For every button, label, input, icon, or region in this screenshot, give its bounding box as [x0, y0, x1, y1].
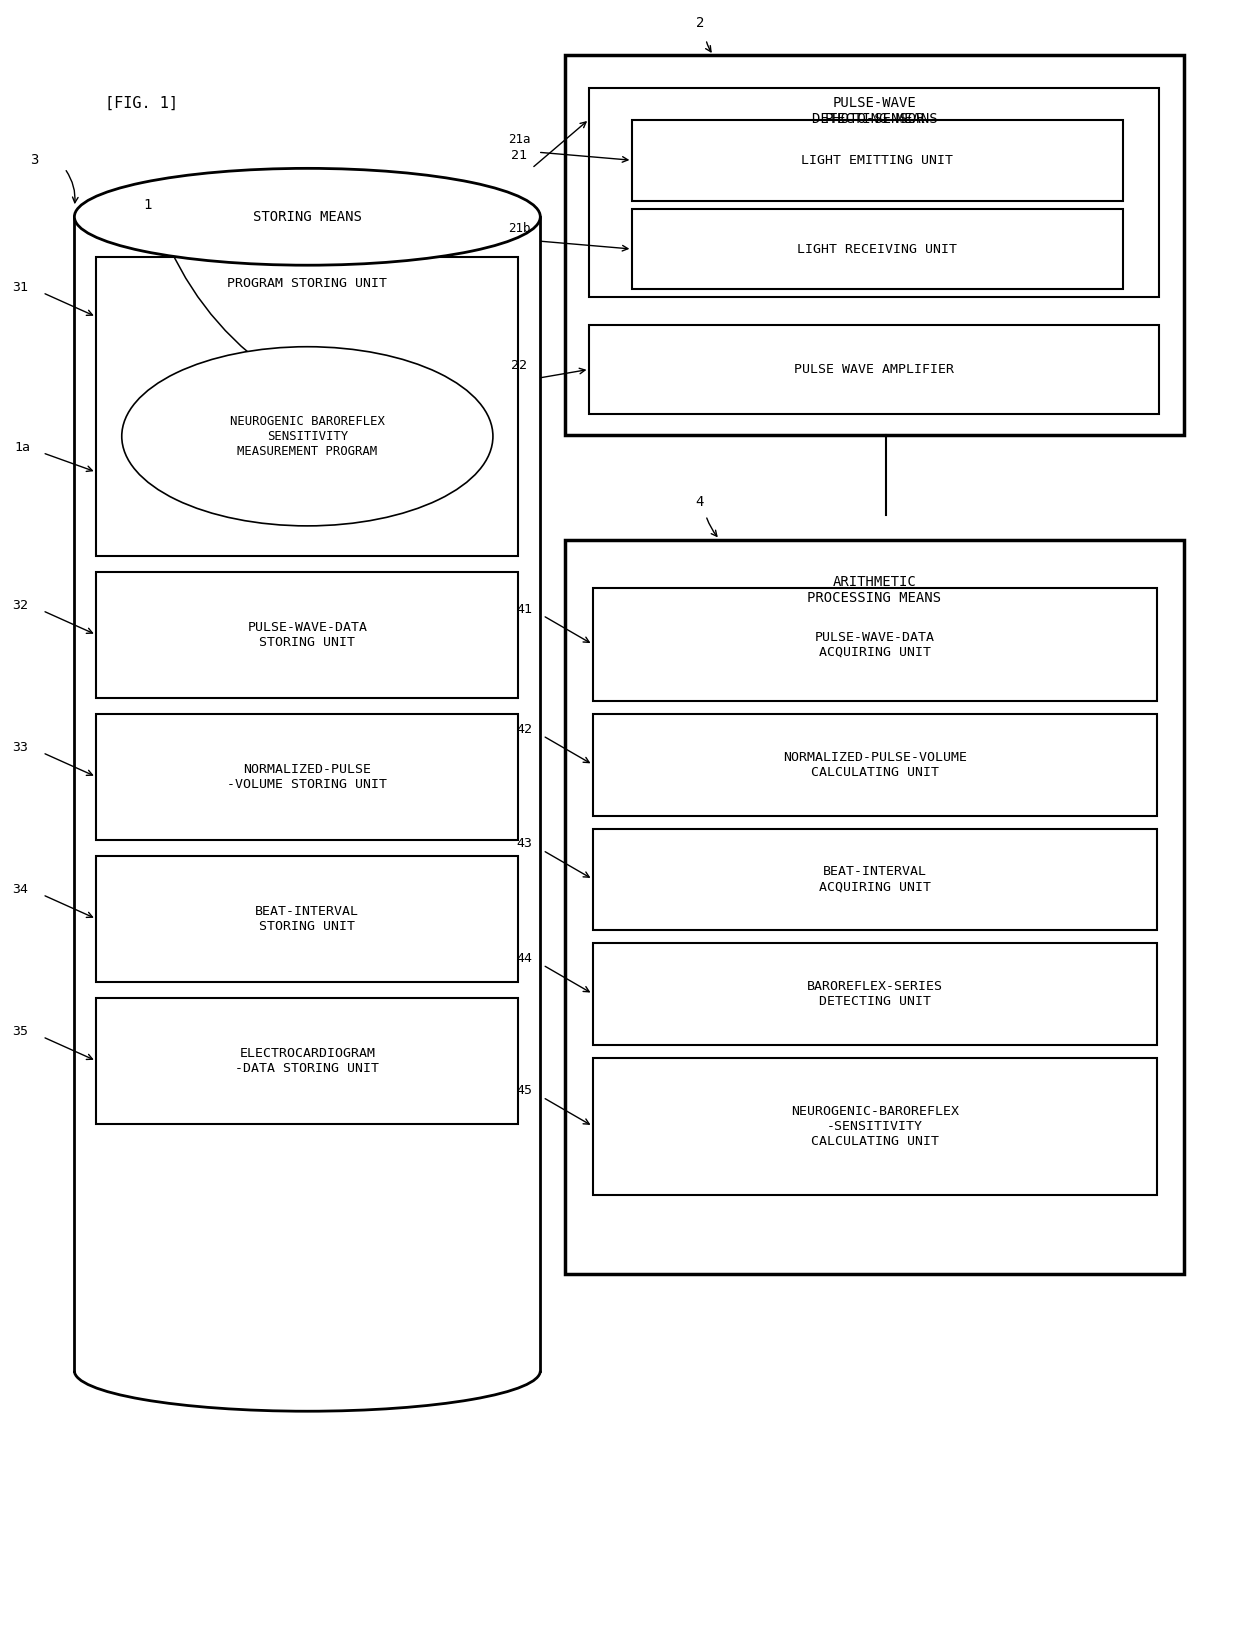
FancyBboxPatch shape — [565, 55, 1184, 435]
Text: 21a: 21a — [508, 133, 531, 147]
Text: ARITHMETIC
PROCESSING MEANS: ARITHMETIC PROCESSING MEANS — [807, 575, 941, 606]
Text: STORING MEANS: STORING MEANS — [253, 210, 362, 223]
FancyBboxPatch shape — [632, 208, 1122, 290]
Text: NORMALIZED-PULSE-VOLUME
CALCULATING UNIT: NORMALIZED-PULSE-VOLUME CALCULATING UNIT — [782, 751, 967, 778]
Text: 43: 43 — [516, 837, 532, 850]
Text: PULSE-WAVE-DATA
ACQUIRING UNIT: PULSE-WAVE-DATA ACQUIRING UNIT — [815, 630, 935, 658]
Text: 21: 21 — [511, 148, 527, 161]
FancyBboxPatch shape — [593, 943, 1157, 1045]
Text: PHOTO-SENSOR: PHOTO-SENSOR — [825, 112, 925, 125]
FancyBboxPatch shape — [589, 88, 1159, 298]
Text: 35: 35 — [12, 1026, 29, 1039]
FancyBboxPatch shape — [593, 715, 1157, 816]
Text: 45: 45 — [516, 1084, 532, 1097]
Text: 4: 4 — [696, 495, 704, 510]
Text: BEAT-INTERVAL
STORING UNIT: BEAT-INTERVAL STORING UNIT — [255, 905, 360, 933]
Text: 33: 33 — [12, 741, 29, 754]
Text: NEUROGENIC-BAROREFLEX
-SENSITIVITY
CALCULATING UNIT: NEUROGENIC-BAROREFLEX -SENSITIVITY CALCU… — [791, 1105, 959, 1148]
Text: BAROREFLEX-SERIES
DETECTING UNIT: BAROREFLEX-SERIES DETECTING UNIT — [807, 980, 944, 1008]
Text: LIGHT RECEIVING UNIT: LIGHT RECEIVING UNIT — [797, 243, 957, 256]
Text: ELECTROCARDIOGRAM
-DATA STORING UNIT: ELECTROCARDIOGRAM -DATA STORING UNIT — [236, 1047, 379, 1074]
Text: 44: 44 — [516, 952, 532, 965]
Text: BEAT-INTERVAL
ACQUIRING UNIT: BEAT-INTERVAL ACQUIRING UNIT — [820, 866, 931, 894]
Text: PULSE-WAVE
DETECTING MEANS: PULSE-WAVE DETECTING MEANS — [812, 96, 937, 125]
Text: 42: 42 — [516, 723, 532, 736]
FancyBboxPatch shape — [593, 829, 1157, 930]
Text: 41: 41 — [516, 602, 532, 615]
FancyBboxPatch shape — [589, 326, 1159, 414]
FancyBboxPatch shape — [632, 120, 1122, 200]
Text: 3: 3 — [30, 153, 38, 168]
FancyBboxPatch shape — [97, 571, 518, 698]
FancyBboxPatch shape — [97, 856, 518, 982]
Text: LIGHT EMITTING UNIT: LIGHT EMITTING UNIT — [801, 153, 954, 166]
Ellipse shape — [74, 168, 541, 265]
Text: 32: 32 — [12, 599, 29, 612]
Text: PULSE-WAVE-DATA
STORING UNIT: PULSE-WAVE-DATA STORING UNIT — [247, 620, 367, 650]
FancyBboxPatch shape — [593, 588, 1157, 702]
Text: 1: 1 — [144, 199, 153, 213]
Text: NORMALIZED-PULSE
-VOLUME STORING UNIT: NORMALIZED-PULSE -VOLUME STORING UNIT — [227, 764, 387, 791]
Text: PROGRAM STORING UNIT: PROGRAM STORING UNIT — [227, 277, 387, 290]
FancyBboxPatch shape — [593, 1058, 1157, 1195]
Text: [FIG. 1]: [FIG. 1] — [105, 96, 179, 111]
Text: NEUROGENIC BAROREFLEX
SENSITIVITY
MEASUREMENT PROGRAM: NEUROGENIC BAROREFLEX SENSITIVITY MEASUR… — [229, 415, 384, 457]
Text: 1a: 1a — [15, 441, 31, 454]
Text: 31: 31 — [12, 282, 29, 295]
Ellipse shape — [122, 347, 494, 526]
Text: PULSE WAVE AMPLIFIER: PULSE WAVE AMPLIFIER — [795, 363, 955, 376]
FancyBboxPatch shape — [97, 257, 518, 555]
Text: 34: 34 — [12, 884, 29, 897]
FancyBboxPatch shape — [97, 715, 518, 840]
Text: 22: 22 — [511, 358, 527, 371]
Text: 21b: 21b — [508, 221, 531, 234]
FancyBboxPatch shape — [565, 539, 1184, 1275]
Text: 2: 2 — [696, 16, 704, 29]
FancyBboxPatch shape — [97, 998, 518, 1123]
